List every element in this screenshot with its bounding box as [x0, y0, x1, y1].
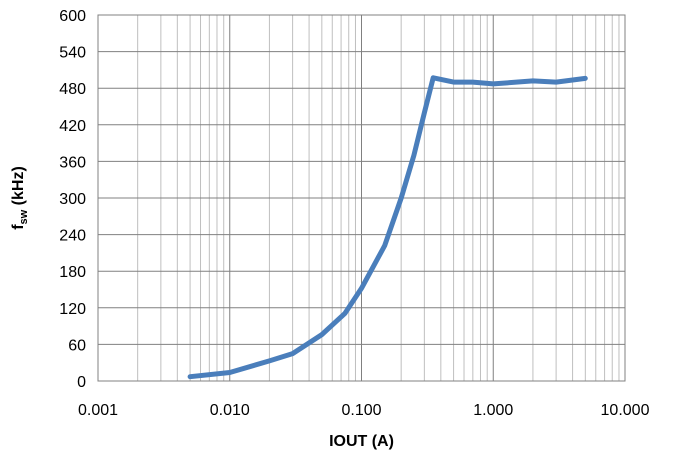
- y-axis-title-subscript: sw: [18, 209, 30, 224]
- x-tick-label: 10.000: [601, 402, 650, 419]
- x-tick-label: 0.001: [78, 402, 118, 419]
- x-tick-label: 1.000: [473, 402, 513, 419]
- y-tick-label: 420: [59, 118, 86, 135]
- y-axis-title: fsw (kHz): [10, 166, 30, 230]
- x-axis-title: IOUT (A): [329, 433, 394, 450]
- y-axis-title-suffix: (kHz): [10, 166, 27, 210]
- grid: [97, 14, 626, 382]
- y-tick-label: 300: [59, 191, 86, 208]
- x-tick-label: 0.010: [210, 402, 250, 419]
- y-tick-label: 540: [59, 45, 86, 62]
- y-tick-label: 120: [59, 301, 86, 318]
- x-axis-ticks: 0.001 0.010 0.100 1.000 10.000: [78, 402, 650, 419]
- y-axis-ticks: 0 60 120 180 240 300 360 420 480 540 600: [59, 8, 86, 391]
- x-tick-label: 0.100: [341, 402, 381, 419]
- y-axis-title-main: f: [10, 224, 27, 230]
- y-tick-label: 0: [77, 374, 86, 391]
- y-tick-label: 360: [59, 154, 86, 171]
- y-tick-label: 240: [59, 228, 86, 245]
- series-line: [187, 75, 588, 380]
- y-tick-label: 480: [59, 81, 86, 98]
- series-layer: [187, 75, 588, 380]
- y-tick-label: 60: [68, 337, 86, 354]
- y-tick-label: 180: [59, 264, 86, 281]
- y-tick-label: 600: [59, 8, 86, 25]
- plot-area: [97, 14, 626, 382]
